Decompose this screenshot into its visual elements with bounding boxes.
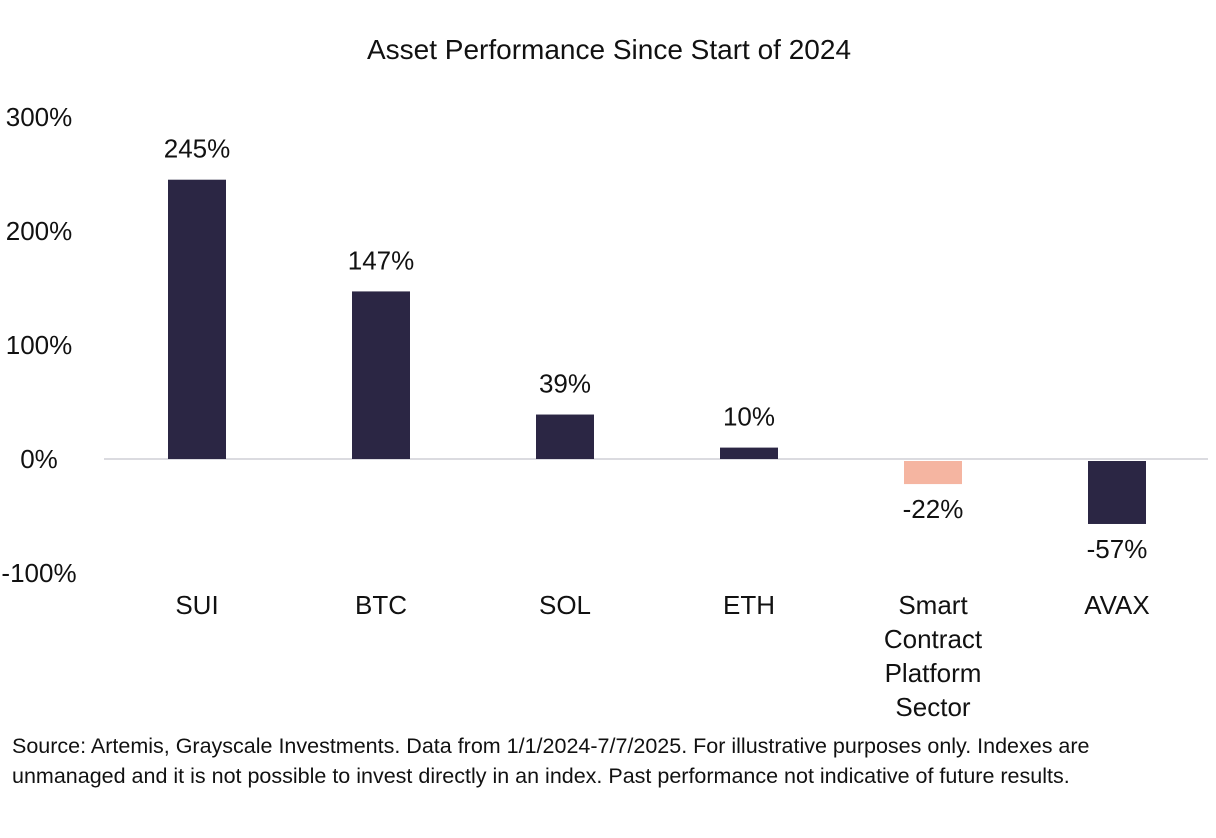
source-note: Source: Artemis, Grayscale Investments. … bbox=[12, 734, 1090, 788]
bar bbox=[720, 447, 778, 459]
bar bbox=[352, 291, 410, 459]
data-label: 147% bbox=[348, 245, 415, 275]
y-axis-tick-labels: 300% 200% 100% 0% -100% bbox=[1, 102, 76, 588]
bar bbox=[536, 414, 594, 459]
bars-group bbox=[168, 179, 1146, 524]
x-axis-label: AVAX bbox=[1084, 590, 1150, 620]
chart-title: Asset Performance Since Start of 2024 bbox=[367, 34, 851, 65]
x-axis-label: SUI bbox=[175, 590, 218, 620]
y-tick-label: 300% bbox=[6, 102, 73, 132]
data-labels-group: 245% 147% 39% 10% -22% -57% bbox=[164, 134, 1148, 564]
y-tick-label: 100% bbox=[6, 330, 73, 360]
data-label: 245% bbox=[164, 134, 231, 164]
x-axis-label: BTC bbox=[355, 590, 407, 620]
x-axis-label: ETH bbox=[723, 590, 775, 620]
bar-chart: Asset Performance Since Start of 2024 30… bbox=[1, 34, 1208, 722]
data-label: 39% bbox=[539, 369, 591, 399]
x-axis-labels-group: SUI BTC SOL ETH Smart Contract Platform Sector A… bbox=[175, 590, 1149, 722]
bar bbox=[168, 179, 226, 459]
bar bbox=[1088, 461, 1146, 524]
bar bbox=[904, 461, 962, 485]
data-label: 10% bbox=[723, 402, 775, 432]
x-axis-label: SOL bbox=[539, 590, 591, 620]
y-tick-label: 200% bbox=[6, 216, 73, 246]
y-tick-label: -100% bbox=[1, 558, 76, 588]
y-tick-label: 0% bbox=[20, 444, 58, 474]
x-axis-label: Smart Contract Platform Sector bbox=[884, 590, 983, 722]
data-label: -57% bbox=[1087, 534, 1148, 564]
data-label: -22% bbox=[903, 494, 964, 524]
